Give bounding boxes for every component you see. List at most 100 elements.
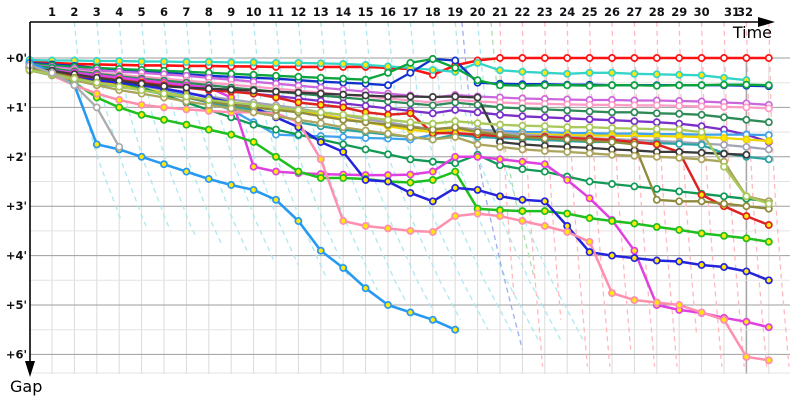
x-tick-label-19: 19 — [447, 5, 463, 19]
data-point-marker — [742, 54, 751, 62]
data-point-marker — [361, 222, 370, 230]
data-point-marker — [384, 68, 392, 77]
data-point-marker — [697, 140, 706, 149]
data-point-marker — [764, 81, 773, 90]
data-point-marker — [339, 263, 348, 272]
series-line-magenta — [28, 66, 771, 329]
data-point-marker — [339, 103, 348, 112]
data-point-marker — [540, 54, 549, 62]
data-point-marker — [518, 81, 527, 90]
data-point-marker — [675, 187, 684, 196]
data-point-marker — [137, 86, 146, 95]
data-point-marker — [406, 155, 415, 164]
data-point-marker — [406, 170, 415, 179]
data-point-marker — [451, 92, 460, 101]
data-point-marker — [204, 125, 213, 134]
data-point-marker — [697, 261, 706, 269]
series-line-khaki — [28, 69, 770, 203]
data-point-marker — [473, 119, 482, 128]
data-point-marker — [675, 81, 684, 90]
data-point-marker — [742, 234, 751, 243]
data-point-marker — [563, 135, 572, 144]
data-point-marker — [227, 58, 236, 67]
data-point-marker — [227, 130, 236, 139]
data-point-marker — [540, 167, 549, 176]
data-point-marker — [630, 101, 639, 110]
data-point-marker — [496, 66, 504, 75]
data-point-marker — [384, 129, 392, 138]
data-point-marker — [451, 325, 460, 334]
data-point-marker — [227, 98, 236, 107]
data-point-marker — [742, 212, 751, 221]
data-point-marker — [249, 162, 258, 171]
data-point-marker — [608, 289, 616, 298]
data-point-marker — [764, 356, 773, 365]
data-point-marker — [720, 315, 728, 324]
y-tick-label-5: +5' — [6, 298, 27, 312]
data-point-marker — [316, 59, 325, 68]
series-line-pink-upper — [28, 64, 770, 110]
data-point-marker — [742, 202, 751, 211]
data-point-marker — [451, 133, 460, 141]
data-point-marker — [630, 81, 639, 90]
x-tick-label-26: 26 — [604, 5, 620, 19]
data-point-marker — [473, 140, 482, 149]
data-point-marker — [697, 102, 706, 111]
data-point-marker — [563, 147, 572, 156]
x-tick-label-16: 16 — [380, 5, 396, 19]
data-point-marker — [115, 103, 124, 112]
data-point-marker — [406, 109, 415, 118]
data-point-marker — [540, 160, 549, 169]
data-point-marker — [294, 72, 303, 81]
data-point-marker — [160, 89, 168, 98]
data-point-marker — [764, 199, 773, 208]
data-point-marker — [540, 222, 549, 230]
data-point-marker — [675, 70, 684, 79]
data-point-marker — [294, 217, 303, 225]
data-point-marker — [384, 224, 392, 233]
dropped-rider-line-pink-t29 — [678, 21, 698, 335]
data-point-marker — [742, 135, 751, 144]
data-point-marker — [316, 246, 325, 255]
data-point-marker — [316, 174, 325, 182]
data-point-marker — [227, 85, 236, 94]
data-point-marker — [518, 165, 527, 174]
data-point-marker — [720, 263, 728, 271]
x-tick-label-13: 13 — [313, 5, 329, 19]
x-tick-label-27: 27 — [626, 5, 642, 19]
series-line-yellow-green — [28, 68, 770, 205]
y-tick-label-1: +1' — [6, 100, 27, 114]
data-point-marker — [764, 137, 773, 145]
data-point-marker — [428, 101, 437, 110]
data-point-marker — [742, 192, 751, 201]
data-point-marker — [137, 57, 146, 66]
x-tick-label-5: 5 — [138, 5, 146, 19]
data-point-marker — [361, 284, 370, 293]
y-tick-label-6: +6' — [6, 347, 27, 361]
data-point-marker — [361, 75, 370, 84]
data-point-marker — [496, 212, 504, 221]
data-point-marker — [361, 113, 370, 122]
data-point-marker — [496, 130, 504, 139]
data-point-marker — [608, 217, 616, 225]
data-point-marker — [563, 69, 572, 78]
dropped-rider-line-cyan-t17 — [409, 21, 514, 335]
data-point-marker — [563, 209, 572, 218]
data-point-marker — [451, 63, 460, 72]
data-point-marker — [608, 108, 616, 117]
dropped-rider-line-cyan-t12 — [297, 21, 379, 291]
x-tick-label-30: 30 — [694, 5, 710, 19]
data-point-marker — [294, 88, 303, 97]
data-point-marker — [652, 298, 661, 307]
data-point-marker — [316, 119, 325, 128]
data-point-marker — [518, 67, 527, 76]
data-point-marker — [540, 68, 549, 77]
data-point-marker — [496, 192, 504, 201]
data-point-marker — [742, 115, 751, 124]
data-point-marker — [182, 58, 191, 66]
data-point-marker — [720, 80, 728, 89]
data-point-marker — [204, 175, 213, 183]
data-point-marker — [764, 155, 773, 164]
data-point-marker — [697, 110, 706, 119]
data-point-marker — [720, 199, 728, 208]
